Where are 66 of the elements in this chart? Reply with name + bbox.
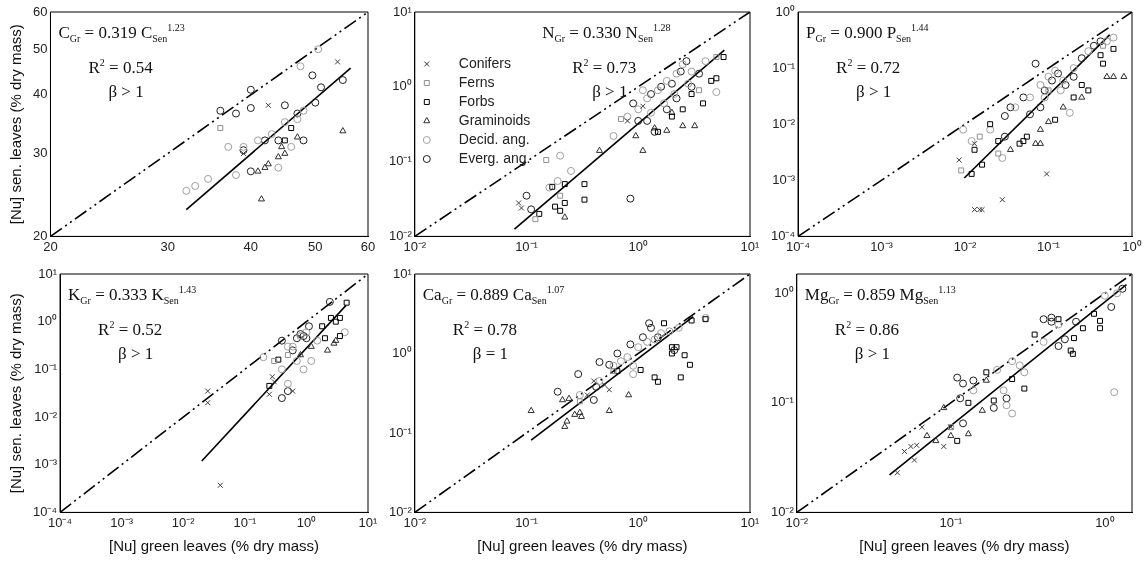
x-tick-label: 30 — [160, 238, 175, 254]
y-tick-label: 10⁰ — [392, 345, 412, 361]
y-tick-label: 10⁻¹ — [34, 360, 58, 376]
y-tick-label: 10⁰ — [775, 3, 796, 19]
y-tick-label: 10⁻² — [772, 115, 796, 131]
x-tick-label: 10⁰ — [628, 514, 648, 530]
legend-label: Conifers — [458, 54, 511, 71]
x-axis-title: [Nu] green leaves (% dry mass) — [859, 537, 1070, 555]
y-tick-label: 10⁻¹ — [388, 153, 413, 169]
x-tick-label: 50 — [308, 238, 323, 254]
y-tick-label: 10¹ — [392, 3, 413, 19]
x-tick-label: 10⁻³ — [870, 238, 894, 254]
x-tick-label: 10⁰ — [628, 238, 648, 254]
annotation: β > 1 — [107, 80, 145, 103]
x-axis-title: [Nu] green leaves (% dry mass) — [108, 537, 320, 555]
legend-label: Forbs — [458, 92, 495, 109]
annotation: β > 1 — [117, 342, 155, 365]
x-tick-label: 10⁻¹ — [233, 514, 257, 530]
legend-label: Everg. ang. — [458, 149, 531, 166]
legend-label: Decid. ang. — [458, 130, 530, 147]
annotation: β = 1 — [471, 342, 510, 365]
x-tick-label: 10⁰ — [296, 514, 317, 530]
y-tick-label: 60 — [32, 3, 48, 19]
annotation: R$^{2}$ = 0.78 — [451, 318, 518, 341]
y-tick-label: 10⁰ — [774, 284, 794, 300]
y-tick-label: 10⁻³ — [34, 456, 58, 472]
x-axis-title: [Nu] green leaves (% dry mass) — [477, 537, 688, 555]
x-tick-label: 10⁰ — [1122, 238, 1142, 254]
annotation: R$^{2}$ = 0.86 — [833, 318, 900, 341]
x-tick-label: 60 — [360, 238, 376, 254]
x-tick-label: 10⁻³ — [110, 514, 134, 530]
annotation: β > 1 — [591, 80, 629, 103]
x-tick-label: 10⁻² — [953, 238, 978, 254]
x-tick-label: 10⁻¹ — [939, 514, 963, 530]
x-tick-label: 10⁻¹ — [515, 238, 539, 254]
y-axis-title: [Nu] sen. leaves (% dry mass) — [7, 293, 25, 494]
y-tick-label: 10⁰ — [37, 313, 58, 329]
x-tick-label: 10⁰ — [1095, 514, 1115, 530]
y-tick-label: 10⁻¹ — [388, 424, 413, 440]
y-tick-label: 50 — [32, 40, 48, 56]
y-axis-title: [Nu] sen. leaves (% dry mass) — [7, 24, 25, 225]
y-tick-label: 40 — [32, 86, 48, 102]
y-tick-label: 10⁰ — [392, 78, 412, 94]
y-tick-label: 10⁻¹ — [770, 394, 795, 410]
x-tick-label: 10¹ — [740, 514, 761, 530]
legend-label: Ferns — [458, 73, 495, 90]
x-tick-label: 10¹ — [740, 238, 761, 254]
legend-label: Graminoids — [458, 111, 531, 128]
y-tick-label: 10⁻³ — [772, 171, 796, 187]
x-tick-label: 10⁻¹ — [515, 514, 539, 530]
x-tick-label: 10⁻² — [171, 514, 196, 530]
annotation: β > 1 — [853, 342, 892, 365]
annotation: R$^{2}$ = 0.52 — [97, 318, 164, 341]
y-tick-label: 10¹ — [392, 265, 413, 281]
y-tick-label: 10⁻² — [34, 408, 58, 424]
annotation: R$^{2}$ = 0.73 — [571, 56, 638, 79]
y-tick-label: 20 — [32, 227, 48, 243]
annotation: R$^{2}$ = 0.54 — [87, 56, 154, 79]
y-tick-label: 10¹ — [38, 265, 58, 281]
x-tick-label: 10⁻¹ — [1037, 238, 1061, 254]
x-tick-label: 40 — [243, 238, 259, 254]
x-tick-label: 10¹ — [358, 514, 379, 530]
y-tick-label: 30 — [32, 145, 48, 161]
annotation: R$^{2}$ = 0.72 — [835, 56, 902, 79]
y-tick-label: 10⁻¹ — [772, 59, 796, 75]
annotation: β > 1 — [855, 80, 893, 103]
